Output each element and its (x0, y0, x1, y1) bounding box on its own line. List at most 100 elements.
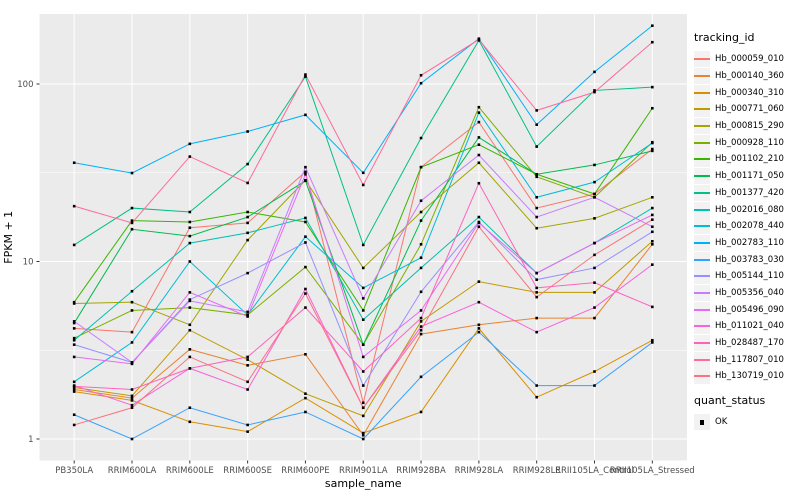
data-point-marker (72, 338, 76, 342)
data-point-marker (304, 179, 307, 183)
legend-key (694, 251, 710, 268)
legend-item-label: Hb_117807_010 (715, 354, 784, 365)
data-point-marker (651, 141, 654, 145)
data-point-marker (304, 75, 307, 78)
data-point-marker (419, 375, 423, 379)
data-point-marker (72, 343, 76, 346)
data-point-marker (304, 287, 307, 291)
legend-item-label: Hb_001102_210 (715, 154, 784, 165)
legend-item-label: Hb_000340_310 (715, 87, 784, 98)
data-point-marker (246, 315, 249, 318)
x-tick-label: PB350LA (55, 466, 93, 476)
series-color-line-icon (694, 258, 710, 261)
data-point-marker (361, 384, 365, 387)
data-point-marker (419, 410, 423, 414)
data-point-marker (304, 241, 307, 244)
data-point-marker (593, 180, 596, 184)
legend-key (694, 318, 710, 335)
data-point-marker (72, 320, 76, 323)
legend-item-Hb_001377_420: Hb_001377_420 (694, 184, 798, 202)
data-point-marker (130, 399, 134, 402)
data-point-marker (535, 384, 538, 387)
data-point-marker (593, 70, 596, 74)
data-point-marker (304, 410, 307, 414)
data-point-marker (361, 355, 365, 359)
data-point-marker (477, 181, 481, 185)
data-point-marker (651, 230, 654, 234)
data-point-marker (593, 163, 596, 167)
data-point-marker (651, 147, 654, 151)
legend-key (694, 118, 710, 135)
legend-item-label: OK (715, 417, 728, 428)
data-point-marker (419, 309, 423, 312)
legend-item-Hb_028487_170: Hb_028487_170 (694, 335, 798, 352)
x-tick-label: RRIM600LE (166, 466, 214, 476)
data-point-marker (130, 406, 134, 410)
data-point-marker (130, 309, 134, 312)
data-point-marker (72, 413, 76, 417)
legend-item-label: Hb_001377_420 (715, 187, 784, 198)
legend-key (694, 301, 710, 318)
legend-item-Hb_000140_360: Hb_000140_360 (694, 68, 798, 85)
data-point-marker (188, 155, 192, 158)
data-point-marker (477, 105, 481, 109)
data-point-marker (246, 423, 249, 427)
data-point-marker (651, 242, 654, 246)
data-point-marker (188, 210, 192, 214)
legend-item-Hb_000815_290: Hb_000815_290 (694, 118, 798, 135)
data-point-marker (246, 271, 249, 275)
legend-item-label: Hb_000059_010 (715, 54, 784, 65)
series-color-line-icon (694, 158, 710, 161)
legend-key (694, 151, 710, 168)
data-point-marker (593, 266, 596, 270)
legend-item-Hb_000771_060: Hb_000771_060 (694, 101, 798, 118)
series-color-line-icon (694, 308, 710, 311)
data-point-marker (361, 406, 365, 410)
data-point-marker (419, 266, 423, 270)
data-point-marker (535, 123, 538, 126)
data-point-marker (188, 420, 192, 424)
data-point-marker (304, 220, 307, 224)
legend-item-Hb_002016_080: Hb_002016_080 (694, 201, 798, 218)
data-point-marker (130, 361, 134, 364)
legend-item-label: Hb_028487_170 (715, 338, 784, 349)
x-tick-label: RRIM600LA (108, 466, 157, 476)
data-point-marker (304, 396, 307, 400)
data-point-marker (477, 225, 481, 229)
data-point-marker (651, 213, 654, 217)
data-point-marker (419, 242, 423, 246)
data-point-marker (535, 175, 538, 179)
legend-item-label: Hb_000140_360 (715, 71, 784, 82)
series-color-line-icon (694, 241, 710, 244)
legend-item-list: Hb_000059_010 Hb_000140_360 Hb_000340_310 H… (694, 51, 798, 385)
legend-item-Hb_130719_010: Hb_130719_010 (694, 368, 798, 385)
data-point-marker (535, 172, 538, 176)
series-color-line-icon (694, 325, 710, 328)
legend-item-label: Hb_002016_080 (715, 204, 784, 215)
legend-item-label: Hb_005356_040 (715, 287, 784, 298)
data-point-marker (72, 390, 76, 393)
data-point-marker (477, 327, 481, 330)
data-point-marker (651, 85, 654, 89)
legend-key (694, 168, 710, 185)
data-point-marker (304, 392, 307, 395)
data-point-marker (419, 332, 423, 336)
data-point-marker (130, 300, 134, 304)
data-point-marker (188, 299, 192, 303)
legend-item-Hb_000059_010: Hb_000059_010 (694, 51, 798, 68)
series-color-line-icon (694, 208, 710, 211)
data-point-marker (593, 192, 596, 196)
x-tick-label: RRII105LA_Stressed (610, 466, 695, 476)
legend-item-Hb_000340_310: Hb_000340_310 (694, 84, 798, 101)
legend-item-label: Hb_003783_030 (715, 254, 784, 265)
legend-item-Hb_005356_040: Hb_005356_040 (694, 284, 798, 302)
data-point-marker (72, 355, 76, 359)
x-tick-label: RRIM928LA (455, 466, 504, 476)
y-axis-title: FPKM + 1 (2, 211, 15, 264)
legend-item-Hb_002078_440: Hb_002078_440 (694, 218, 798, 235)
data-point-marker (304, 353, 307, 356)
data-point-marker (361, 401, 365, 405)
data-point-marker (651, 40, 654, 44)
data-point-marker (419, 320, 423, 323)
